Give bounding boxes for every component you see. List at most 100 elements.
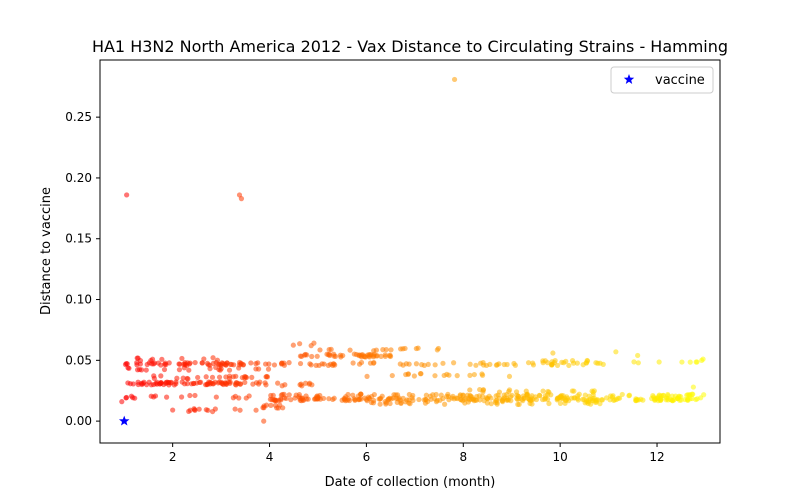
y-tick-label: 0.05: [65, 353, 92, 367]
data-point: [307, 361, 313, 367]
data-point: [540, 396, 546, 403]
data-point: [265, 366, 272, 372]
data-point: [218, 379, 225, 385]
data-point: [585, 399, 592, 405]
y-tick-label: 0.25: [65, 110, 92, 124]
data-point: [529, 401, 535, 407]
data-point: [530, 360, 536, 366]
x-tick-label: 12: [649, 450, 664, 464]
data-point: [186, 367, 192, 373]
legend: vaccine: [610, 66, 714, 94]
data-point: [237, 359, 243, 366]
data-point: [371, 360, 377, 366]
data-point: [343, 394, 349, 400]
data-point: [550, 350, 556, 356]
chart-title: HA1 H3N2 North America 2012 - Vax Distan…: [92, 37, 728, 56]
data-point: [382, 399, 388, 405]
data-point: [387, 352, 393, 358]
data-point: [676, 393, 682, 399]
data-point: [125, 365, 131, 371]
data-point: [176, 367, 183, 373]
data-point: [693, 396, 699, 403]
data-point: [164, 394, 170, 400]
data-point: [325, 362, 331, 369]
data-point: [471, 398, 477, 404]
data-point: [297, 341, 303, 347]
data-point: [619, 391, 625, 398]
data-point: [603, 395, 610, 401]
data-point: [242, 379, 248, 386]
data-point: [253, 380, 260, 386]
x-tick-label: 4: [266, 450, 274, 464]
data-point: [277, 402, 283, 408]
data-point: [626, 392, 633, 398]
data-point: [249, 374, 255, 380]
data-point: [613, 349, 619, 355]
data-point: [177, 361, 183, 367]
data-point: [575, 393, 581, 399]
data-point: [700, 356, 706, 362]
data-point: [379, 393, 385, 399]
y-axis-label: Distance to vaccine: [39, 187, 54, 315]
data-point: [209, 374, 216, 380]
data-point: [210, 360, 216, 366]
data-point: [422, 400, 429, 406]
data-point: [442, 401, 448, 407]
data-point: [263, 382, 269, 388]
data-point: [267, 396, 273, 402]
data-point: [197, 379, 204, 385]
data-point: [416, 396, 422, 403]
data-point: [321, 361, 327, 367]
data-point: [137, 358, 144, 364]
data-point: [253, 361, 259, 367]
y-tick-label: 0.15: [65, 232, 92, 246]
data-point: [303, 393, 309, 399]
data-point: [402, 399, 409, 405]
data-point: [597, 360, 603, 366]
data-point: [353, 351, 360, 358]
data-point: [487, 361, 493, 368]
data-point: [224, 360, 230, 366]
data-point: [226, 367, 233, 373]
data-point: [477, 386, 483, 393]
data-point: [313, 362, 319, 368]
data-point: [444, 393, 450, 400]
data-point: [425, 361, 431, 368]
data-point: [242, 375, 248, 381]
data-point: [607, 393, 614, 399]
data-point: [217, 367, 223, 373]
data-point: [279, 361, 285, 367]
data-point: [446, 372, 452, 378]
data-point: [264, 374, 271, 380]
data-point: [187, 392, 193, 399]
data-point: [299, 383, 305, 389]
x-tick-label: 2: [169, 450, 177, 464]
data-point: [213, 394, 219, 400]
data-point: [506, 388, 512, 395]
data-point: [432, 373, 438, 379]
data-point: [377, 401, 383, 407]
data-point: [400, 362, 406, 368]
data-point: [427, 393, 433, 399]
data-point: [540, 388, 546, 394]
data-point: [194, 380, 200, 386]
data-point: [562, 400, 568, 406]
data-point: [394, 392, 401, 398]
data-point: [513, 389, 520, 395]
data-point: [135, 379, 141, 385]
data-point: [158, 373, 164, 379]
data-point: [144, 361, 150, 368]
data-point: [569, 358, 576, 364]
data-point: [152, 393, 159, 399]
data-point: [273, 398, 279, 404]
data-point: [347, 347, 353, 353]
data-point: [358, 391, 364, 397]
data-point: [417, 371, 424, 377]
data-point: [286, 392, 292, 398]
data-point: [566, 362, 572, 369]
data-point: [465, 399, 471, 405]
data-point: [261, 418, 267, 424]
data-point: [537, 393, 543, 399]
data-point: [651, 394, 657, 400]
data-point: [613, 396, 620, 403]
